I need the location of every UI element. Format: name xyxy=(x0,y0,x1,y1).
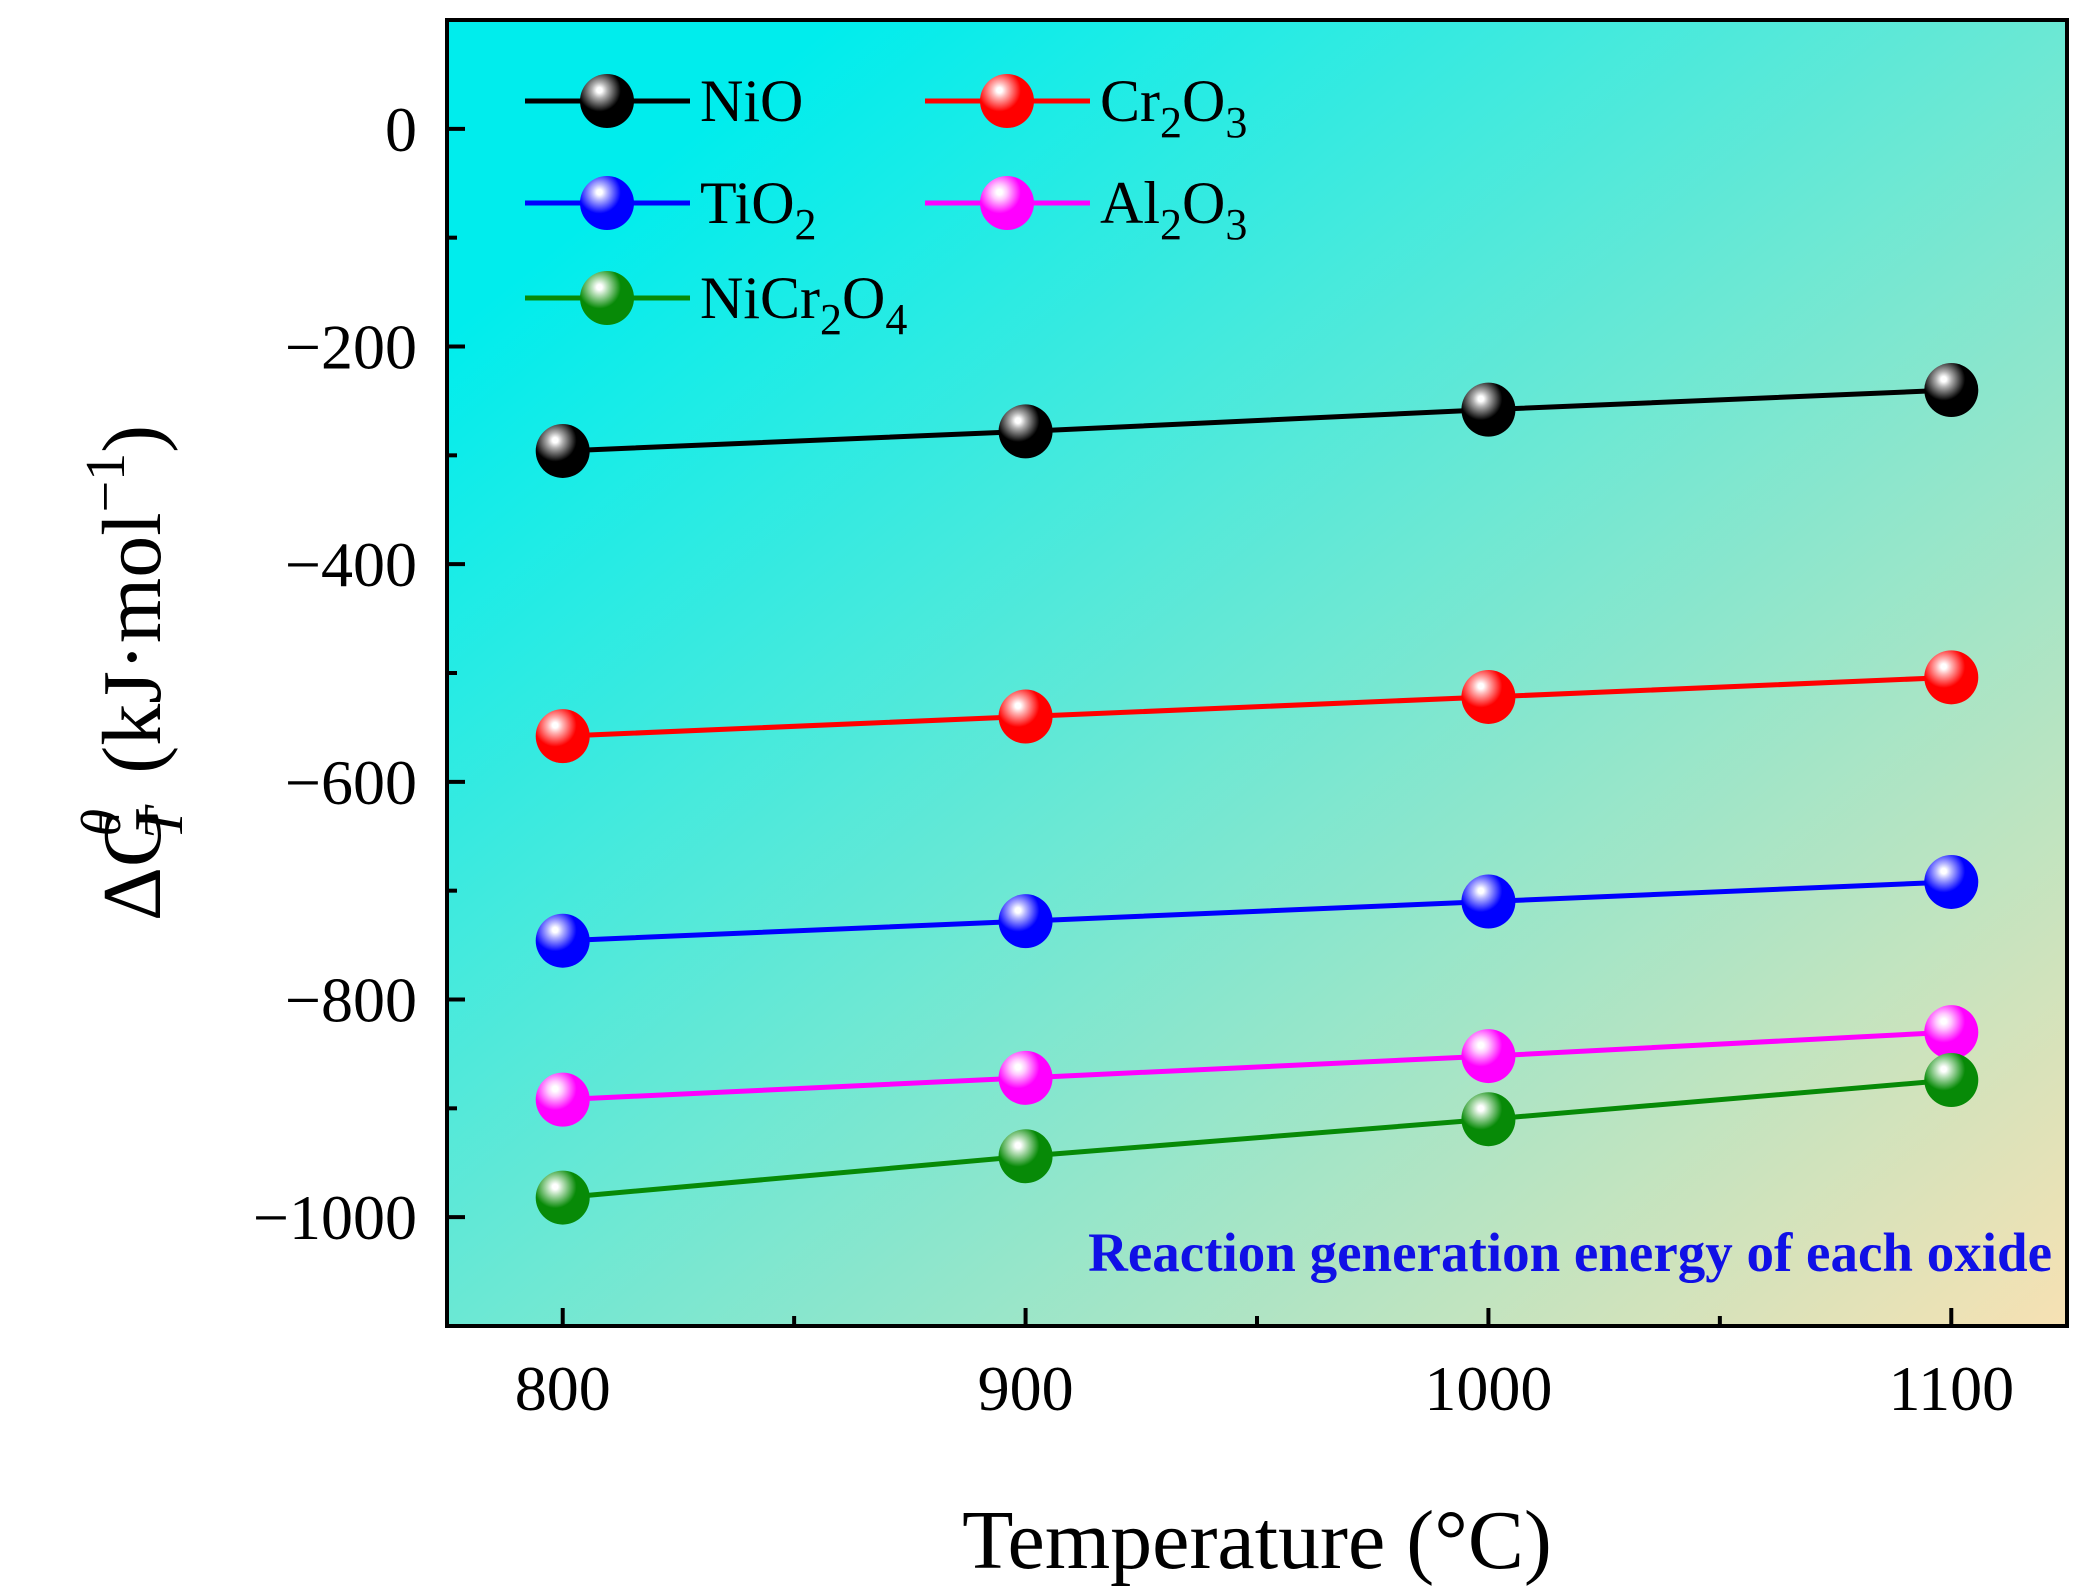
legend-subscript: 2 xyxy=(820,295,842,344)
legend-marker xyxy=(980,176,1034,230)
legend-item-NiCr2O4: NiCr2O4 xyxy=(525,265,907,344)
data-point-Al2O3 xyxy=(1924,1005,1979,1060)
series-NiCr2O4 xyxy=(535,1053,1979,1225)
plot-background-layer xyxy=(447,20,2067,1326)
legend-text: O xyxy=(1182,68,1225,134)
legend-marker xyxy=(580,176,634,230)
data-point-Cr2O3 xyxy=(1461,669,1516,724)
legend-item-Al2O3: Al2O3 xyxy=(925,170,1247,249)
data-point-Al2O3 xyxy=(1461,1029,1516,1084)
y-tick-label: 0 xyxy=(385,94,417,165)
x-tick-label: 1100 xyxy=(1888,1353,2014,1424)
legend-subscript: 3 xyxy=(1225,98,1247,147)
x-axis-title: Temperature (°C) xyxy=(962,1494,1552,1587)
data-point-NiCr2O4 xyxy=(1461,1092,1516,1147)
text-layer: Temperature (°C) ΔGθT (kJ·mol−1) Reaction g… xyxy=(71,425,2052,1587)
legend-subscript: 2 xyxy=(795,200,817,249)
legend-text: NiO xyxy=(700,68,803,134)
series-NiO xyxy=(535,363,1979,478)
y-tick-label: −1000 xyxy=(253,1182,417,1253)
series-line-Cr2O3 xyxy=(562,674,1952,739)
y-tick-label: −800 xyxy=(285,965,417,1036)
data-point-NiCr2O4 xyxy=(998,1129,1053,1184)
series-TiO2 xyxy=(535,854,1979,968)
data-point-NiO xyxy=(535,423,590,478)
legend-item-TiO2: TiO2 xyxy=(525,170,817,249)
data-point-Al2O3 xyxy=(998,1050,1053,1105)
y-tick-label: −400 xyxy=(285,529,417,600)
data-point-NiO xyxy=(1461,382,1516,437)
legend-label: NiO xyxy=(700,68,803,134)
data-point-Cr2O3 xyxy=(1924,650,1979,705)
plot-area-background xyxy=(447,20,2067,1326)
legend-subscript: 2 xyxy=(1160,200,1182,249)
y-axis-units: (kJ·mol xyxy=(86,512,179,773)
data-point-Cr2O3 xyxy=(535,709,590,764)
data-point-TiO2 xyxy=(1924,854,1979,909)
data-point-TiO2 xyxy=(535,913,590,968)
data-point-Al2O3 xyxy=(535,1072,590,1127)
series-line-NiCr2O4 xyxy=(562,1077,1952,1201)
legend-subscript: 3 xyxy=(1225,200,1247,249)
series-layer xyxy=(535,363,1979,1225)
series-Al2O3 xyxy=(535,1005,1979,1127)
data-point-NiCr2O4 xyxy=(1924,1053,1979,1108)
legend-marker xyxy=(580,74,634,128)
legend-label: Al2O3 xyxy=(1100,170,1247,249)
data-point-Cr2O3 xyxy=(998,689,1053,744)
data-point-NiO xyxy=(1924,363,1979,418)
y-axis-title: ΔGθT (kJ·mol−1) xyxy=(71,425,195,921)
legend-label: NiCr2O4 xyxy=(700,265,907,344)
legend-text: Al xyxy=(1100,170,1160,236)
annotation-text: Reaction generation energy of each oxide xyxy=(1088,1222,2052,1283)
x-tick-label: 900 xyxy=(978,1353,1074,1424)
series-Cr2O3 xyxy=(535,650,1979,764)
legend-marker xyxy=(580,271,634,325)
y-axis-superscript: θ xyxy=(71,809,133,837)
data-point-TiO2 xyxy=(998,894,1053,949)
legend-text: NiCr xyxy=(700,265,820,331)
legend-subscript: 2 xyxy=(1160,98,1182,147)
legend-text: Cr xyxy=(1100,68,1160,134)
series-line-NiO xyxy=(562,387,1952,454)
legend-label: Cr2O3 xyxy=(1100,68,1247,147)
legend-item-Cr2O3: Cr2O3 xyxy=(925,68,1247,147)
legend-text: O xyxy=(1182,170,1225,236)
legend-text: O xyxy=(842,265,885,331)
data-point-NiO xyxy=(998,404,1053,459)
y-axis-units-exponent: −1 xyxy=(75,453,137,513)
series-line-Al2O3 xyxy=(562,1029,1952,1103)
y-axis-subscript: T xyxy=(133,804,195,839)
legend-item-NiO: NiO xyxy=(525,68,803,134)
legend-text: TiO xyxy=(700,170,795,236)
y-axis-symbol: ΔG xyxy=(86,806,179,921)
y-tick-label: −600 xyxy=(285,747,417,818)
data-point-NiCr2O4 xyxy=(535,1170,590,1225)
axes-layer: 0 −200 −400 −600 −800 −1000 800 900 1000 1100 xyxy=(253,18,2069,1424)
y-tick-label: −200 xyxy=(285,312,417,383)
x-tick-label: 800 xyxy=(515,1353,611,1424)
legend-marker xyxy=(980,74,1034,128)
x-tick-label: 1000 xyxy=(1424,1353,1552,1424)
legend-subscript: 4 xyxy=(885,295,907,344)
y-axis-units-close: ) xyxy=(86,425,179,453)
series-line-TiO2 xyxy=(562,879,1952,944)
legend-label: TiO2 xyxy=(700,170,817,249)
data-point-TiO2 xyxy=(1461,874,1516,929)
